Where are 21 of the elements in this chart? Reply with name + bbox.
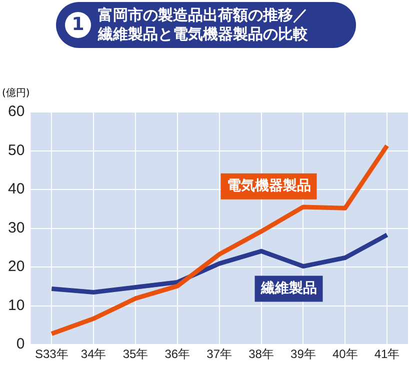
text: 1 bbox=[65, 12, 91, 38]
y-tick-label: 50 bbox=[8, 142, 25, 159]
series-label: 電気機器製品 bbox=[226, 178, 311, 194]
x-tick-label: 37年 bbox=[206, 347, 232, 362]
x-tick-label: 39年 bbox=[290, 347, 316, 362]
x-tick-label: 41年 bbox=[374, 347, 400, 362]
series-label: 繊維製品 bbox=[260, 280, 317, 296]
y-tick-label: 10 bbox=[8, 296, 25, 314]
x-tick-label: 35年 bbox=[122, 347, 148, 362]
chart-title: 富岡市の製造品出荷額の推移／繊維製品と電気機器製品の比較 bbox=[98, 6, 308, 44]
x-tick-label: 40年 bbox=[332, 347, 358, 362]
y-tick-label: 40 bbox=[8, 180, 25, 198]
x-tick-label: 36年 bbox=[164, 347, 190, 362]
x-tick-label: S33年 bbox=[34, 347, 68, 362]
y-tick-label: 20 bbox=[8, 258, 25, 276]
y-tick-label: 0 bbox=[16, 336, 25, 353]
x-tick-label: 38年 bbox=[248, 347, 274, 362]
y-tick-label: 30 bbox=[8, 219, 25, 236]
y-axis-title: (億円) bbox=[2, 86, 30, 100]
x-tick-label: 34年 bbox=[80, 347, 106, 362]
y-tick-label: 60 bbox=[8, 103, 25, 120]
